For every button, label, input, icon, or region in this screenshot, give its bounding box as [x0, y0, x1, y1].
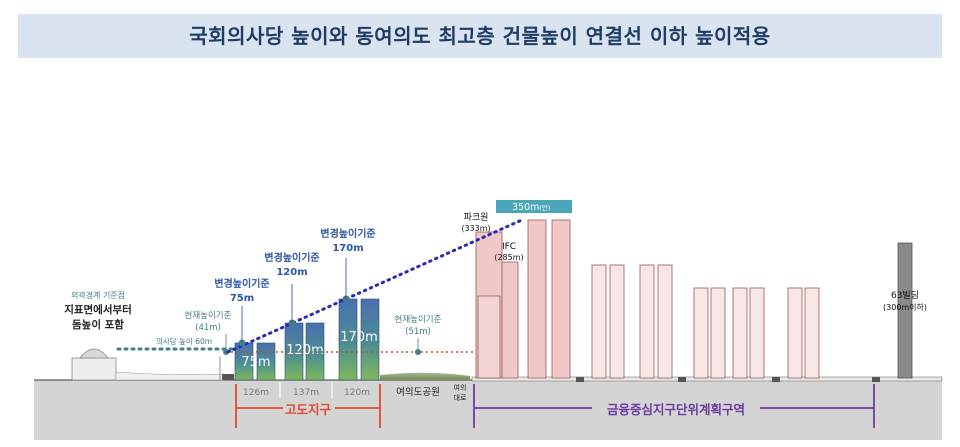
svg-text:350m(안): 350m(안): [512, 202, 550, 213]
ground: [34, 380, 942, 440]
connection-line: [226, 217, 526, 354]
title-banner: 국회의사당 높이와 동여의도 최고층 건물높이 연결선 이하 높이적용: [18, 14, 942, 58]
block3-label: 변경높이기준: [320, 227, 375, 240]
dome-included-label: 돔높이 포함: [72, 318, 124, 331]
block2-label: 변경높이기준: [264, 251, 319, 264]
park-label: 여의도공원: [396, 386, 440, 398]
altitude-district-label-bg: [283, 400, 335, 418]
outer-boundary-label: 외곽경계 기준점: [71, 290, 125, 300]
ground-origin-label: 지표면에서부터: [64, 303, 132, 316]
block3-value: 170m: [332, 243, 363, 254]
max-height-suffix: (안): [539, 203, 550, 212]
block2-value: 120m: [276, 267, 307, 278]
block1-inner-label: 75m: [241, 355, 270, 370]
parkone-value: (333m): [461, 224, 490, 233]
boundary-block: [222, 374, 234, 380]
road-label: 여의: [454, 383, 467, 392]
distance-3: 120m: [344, 388, 370, 398]
altitude-district-buildings: [234, 298, 380, 381]
platform-markers: [576, 377, 880, 382]
altitude-district-label: 고도지구: [285, 402, 332, 417]
block1-label: 변경높이기준: [214, 277, 269, 290]
current-right-label: 현재높이기준: [395, 314, 442, 325]
ifc-label: IFC: [502, 242, 516, 252]
yeouido-park: [380, 372, 470, 380]
national-assembly: [71, 348, 225, 381]
distance-2: 137m: [293, 388, 319, 398]
distance-1: 126m: [243, 388, 269, 398]
assembly-height-label: 의사당 높이 60m: [156, 336, 212, 346]
financial-district-label-bg: [592, 400, 760, 418]
b63-value: (300m이하): [883, 302, 927, 312]
block3-inner-label: 170m: [340, 330, 377, 345]
current-left-label: 현재높이기준: [185, 310, 232, 321]
page-title: 국회의사당 높이와 동여의도 최고층 건물높이 연결선 이하 높이적용: [189, 24, 771, 48]
distance-dividers: [279, 382, 333, 398]
parkone-label: 파크원: [464, 212, 489, 223]
max-height-badge: [496, 200, 572, 213]
road-label-2: 대로: [454, 394, 467, 402]
max-height-label: 350m: [512, 202, 539, 213]
financial-district-buildings: [475, 219, 820, 379]
current-right-value: (51m): [405, 327, 431, 337]
building-63: [897, 242, 913, 379]
financial-district-label: 금융중심지구단위계획구역: [607, 402, 745, 417]
block2-inner-label: 120m: [286, 343, 323, 358]
b63-label: 63빌딩: [891, 290, 919, 301]
block-leaders: [241, 258, 347, 343]
block1-value: 75m: [230, 293, 254, 304]
ifc-value: (285m): [494, 253, 523, 262]
current-left-value: (41m): [195, 323, 221, 333]
